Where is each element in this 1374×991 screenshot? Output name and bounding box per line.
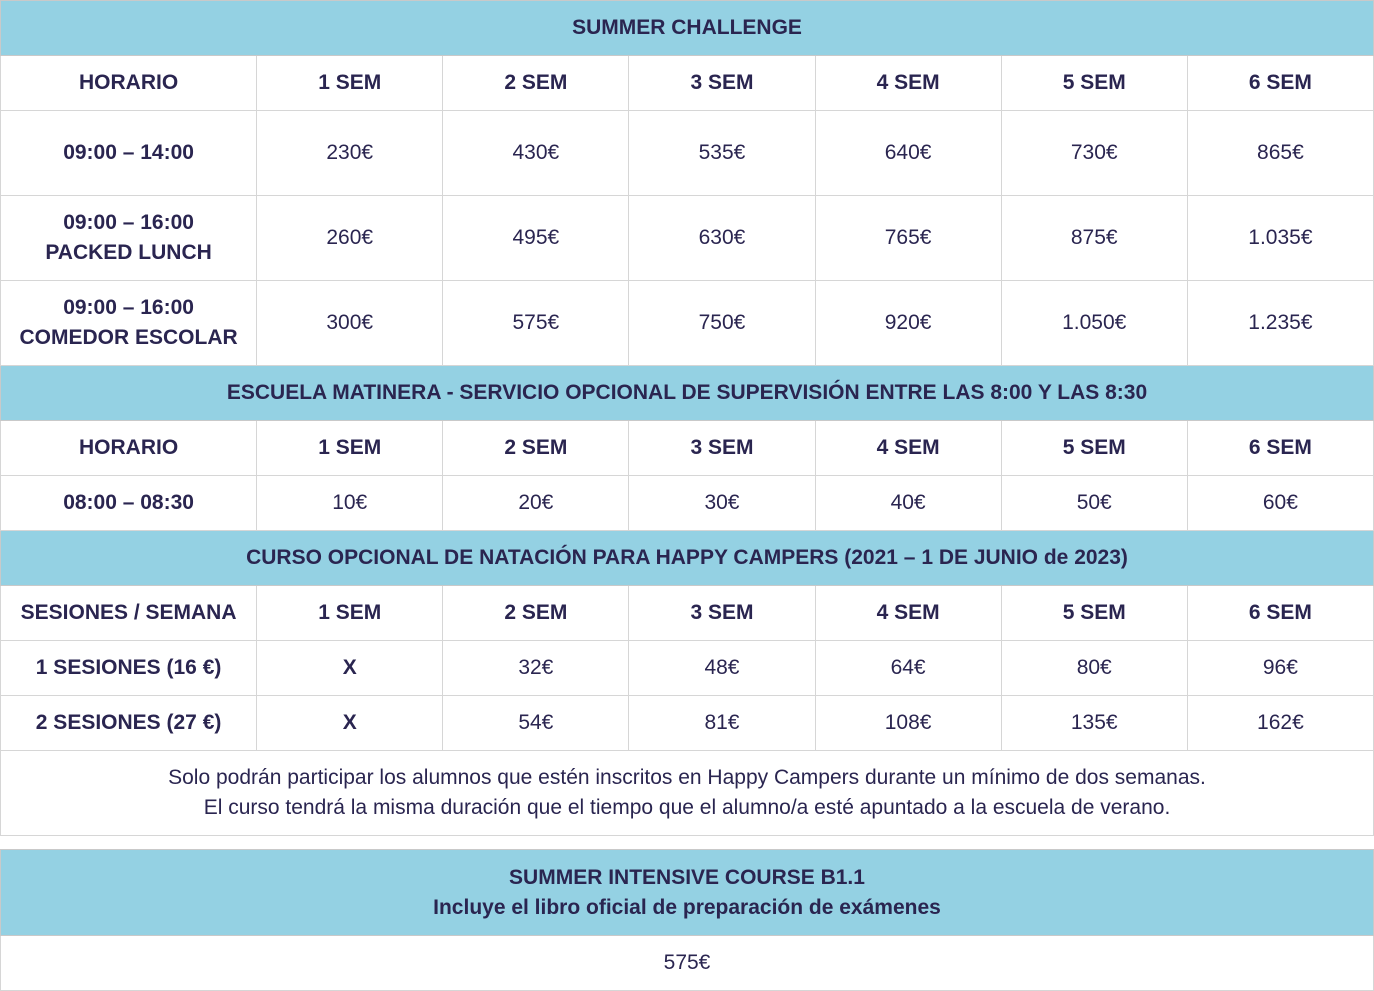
natacion-note: Solo podrán participar los alumnos que e… <box>0 750 1374 836</box>
summer-challenge-price-cell: 230€ <box>256 110 444 196</box>
natacion-price-cell: 48€ <box>628 640 816 696</box>
label-line: PACKED LUNCH <box>45 241 212 264</box>
natacion-price-cell: 108€ <box>814 695 1002 751</box>
summer-challenge-price-cell: 640€ <box>814 110 1002 196</box>
natacion-price-cell: 135€ <box>1000 695 1188 751</box>
escuela-matinera-price-cell: 40€ <box>814 475 1002 531</box>
natacion-column-header: 1 SEM <box>256 585 444 641</box>
summer-challenge-price-cell: 920€ <box>814 280 1002 366</box>
natacion-column-header: 6 SEM <box>1186 585 1374 641</box>
summer-challenge-row-label: 09:00 – 16:00 PACKED LUNCH <box>0 195 258 281</box>
summer-challenge-column-header: 4 SEM <box>814 55 1002 111</box>
summer-challenge-column-header: 3 SEM <box>628 55 816 111</box>
note-line: Solo podrán participar los alumnos que e… <box>168 766 1206 789</box>
summer-challenge-column-header: 2 SEM <box>442 55 630 111</box>
table-row: 09:00 – 16:00 PACKED LUNCH 260€ 495€ 630€ 765… <box>0 195 1374 281</box>
escuela-matinera-column-header: 5 SEM <box>1000 420 1188 476</box>
label-line: 09:00 – 16:00 <box>63 211 194 234</box>
natacion-price-cell: 54€ <box>442 695 630 751</box>
summer-challenge-column-header: 6 SEM <box>1186 55 1374 111</box>
escuela-matinera-column-header: 2 SEM <box>442 420 630 476</box>
escuela-matinera-column-header: 6 SEM <box>1186 420 1374 476</box>
summer-challenge-price-cell: 260€ <box>256 195 444 281</box>
natacion-column-header: 3 SEM <box>628 585 816 641</box>
label-line: 1 SESIONES (16 €) <box>35 656 222 679</box>
natacion-row-label: 1 SESIONES (16 €) <box>0 640 258 696</box>
summer-challenge-price-cell: 765€ <box>814 195 1002 281</box>
natacion-column-header: SESIONES / SEMANA <box>0 585 258 641</box>
natacion-price-cell: 81€ <box>628 695 816 751</box>
summer-challenge-price-cell: 630€ <box>628 195 816 281</box>
summer-challenge-price-cell: 1.035€ <box>1186 195 1374 281</box>
summer-challenge-price-cell: 875€ <box>1000 195 1188 281</box>
natacion-price-cell: 96€ <box>1186 640 1374 696</box>
escuela-matinera-price-cell: 10€ <box>256 475 444 531</box>
summer-challenge-price-cell: 865€ <box>1186 110 1374 196</box>
summer-challenge-column-header: 1 SEM <box>256 55 444 111</box>
intensive-course-title: SUMMER INTENSIVE COURSE B1.1 Incluye el … <box>0 849 1374 936</box>
summer-challenge-price-cell: 575€ <box>442 280 630 366</box>
table-row: 2 SESIONES (27 €) X 54€ 81€ 108€ 135€ 162€ <box>0 695 1374 751</box>
label-line: 09:00 – 16:00 <box>63 296 194 319</box>
summer-challenge-row-label: 09:00 – 16:00 COMEDOR ESCOLAR <box>0 280 258 366</box>
summer-challenge-price-cell: 300€ <box>256 280 444 366</box>
natacion-row-label: 2 SESIONES (27 €) <box>0 695 258 751</box>
summer-challenge-column-header: 5 SEM <box>1000 55 1188 111</box>
table-row: 09:00 – 14:00 230€ 430€ 535€ 640€ 730€ 865€ <box>0 110 1374 196</box>
natacion-price-cell: 64€ <box>814 640 1002 696</box>
table-row: 09:00 – 16:00 COMEDOR ESCOLAR 300€ 575€ 750€… <box>0 280 1374 366</box>
escuela-matinera-row-label: 08:00 – 08:30 <box>0 475 258 531</box>
summer-challenge-price-cell: 1.235€ <box>1186 280 1374 366</box>
escuela-matinera-price-cell: 20€ <box>442 475 630 531</box>
summer-challenge-price-cell: 730€ <box>1000 110 1188 196</box>
summer-challenge-title: SUMMER CHALLENGE <box>0 0 1374 56</box>
summer-challenge-price-cell: 495€ <box>442 195 630 281</box>
intensive-course-price: 575€ <box>0 935 1374 991</box>
summer-challenge-price-cell: 535€ <box>628 110 816 196</box>
label-line: 08:00 – 08:30 <box>63 491 194 514</box>
natacion-price-cell: 162€ <box>1186 695 1374 751</box>
title-line: SUMMER INTENSIVE COURSE B1.1 <box>509 865 865 889</box>
escuela-matinera-price-cell: 50€ <box>1000 475 1188 531</box>
natacion-price-cell: X <box>256 695 444 751</box>
label-line: 09:00 – 14:00 <box>63 141 194 164</box>
natacion-price-cell: X <box>256 640 444 696</box>
subtitle-line: Incluye el libro oficial de preparación … <box>433 895 941 919</box>
pricing-table: SUMMER CHALLENGE HORARIO 1 SEM 2 SEM 3 SEM 4 … <box>0 0 1374 836</box>
label-line: COMEDOR ESCOLAR <box>19 326 238 349</box>
natacion-column-header: 4 SEM <box>814 585 1002 641</box>
label-line: 2 SESIONES (27 €) <box>35 711 222 734</box>
summer-challenge-price-cell: 1.050€ <box>1000 280 1188 366</box>
escuela-matinera-price-cell: 30€ <box>628 475 816 531</box>
escuela-matinera-column-header: 1 SEM <box>256 420 444 476</box>
summer-challenge-price-cell: 430€ <box>442 110 630 196</box>
summer-challenge-column-header: HORARIO <box>0 55 258 111</box>
escuela-matinera-column-header: 3 SEM <box>628 420 816 476</box>
table-row: 1 SESIONES (16 €) X 32€ 48€ 64€ 80€ 96€ <box>0 640 1374 696</box>
escuela-matinera-column-header: 4 SEM <box>814 420 1002 476</box>
natacion-column-header: 5 SEM <box>1000 585 1188 641</box>
note-line: El curso tendrá la misma duración que el… <box>203 796 1171 819</box>
escuela-matinera-price-cell: 60€ <box>1186 475 1374 531</box>
natacion-column-header: 2 SEM <box>442 585 630 641</box>
natacion-price-cell: 80€ <box>1000 640 1188 696</box>
table-row: 08:00 – 08:30 10€ 20€ 30€ 40€ 50€ 60€ <box>0 475 1374 531</box>
escuela-matinera-title: ESCUELA MATINERA - SERVICIO OPCIONAL DE … <box>0 365 1374 421</box>
summer-challenge-row-label: 09:00 – 14:00 <box>0 110 258 196</box>
summer-challenge-price-cell: 750€ <box>628 280 816 366</box>
natacion-title: CURSO OPCIONAL DE NATACIÓN PARA HAPPY CA… <box>0 530 1374 586</box>
natacion-price-cell: 32€ <box>442 640 630 696</box>
escuela-matinera-column-header: HORARIO <box>0 420 258 476</box>
intensive-course-table: SUMMER INTENSIVE COURSE B1.1 Incluye el … <box>0 849 1374 991</box>
